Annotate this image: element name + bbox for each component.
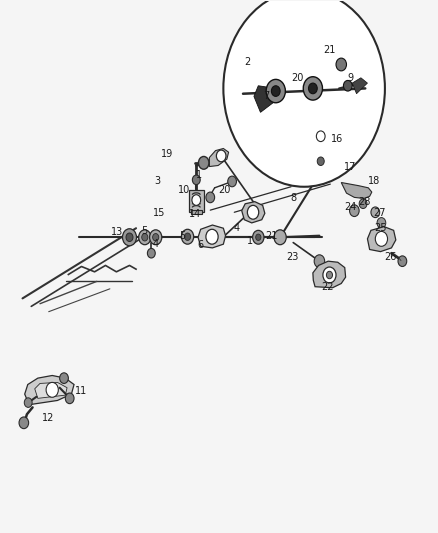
Text: 10: 10: [178, 185, 190, 196]
Circle shape: [184, 233, 191, 240]
Text: 12: 12: [42, 413, 54, 423]
Text: 28: 28: [358, 197, 370, 207]
Circle shape: [308, 83, 317, 94]
Circle shape: [24, 398, 32, 407]
Text: 6: 6: [198, 240, 204, 250]
Circle shape: [19, 417, 28, 429]
Text: 14: 14: [189, 209, 201, 220]
Text: 25: 25: [374, 223, 387, 233]
Circle shape: [228, 176, 237, 187]
Text: 1: 1: [247, 236, 253, 246]
Text: 15: 15: [152, 208, 165, 219]
Circle shape: [65, 393, 74, 403]
Text: 11: 11: [74, 386, 87, 397]
Polygon shape: [313, 261, 346, 288]
Text: 21: 21: [265, 231, 278, 241]
Circle shape: [313, 152, 328, 171]
Polygon shape: [341, 182, 372, 198]
Circle shape: [216, 150, 226, 162]
Text: 8: 8: [290, 193, 296, 204]
Text: 5: 5: [141, 226, 148, 236]
Circle shape: [150, 230, 162, 245]
Text: 9: 9: [347, 73, 353, 83]
Polygon shape: [352, 78, 367, 94]
Circle shape: [303, 77, 322, 100]
Circle shape: [377, 217, 386, 228]
Circle shape: [272, 86, 280, 96]
Circle shape: [274, 230, 286, 245]
Text: 7: 7: [263, 91, 269, 101]
Text: 20: 20: [291, 73, 304, 83]
Text: 4: 4: [233, 223, 240, 233]
Text: 16: 16: [331, 134, 343, 144]
Polygon shape: [191, 210, 202, 214]
Text: 21: 21: [323, 45, 335, 54]
Circle shape: [126, 233, 133, 241]
Circle shape: [139, 230, 151, 245]
Polygon shape: [242, 201, 265, 223]
Circle shape: [359, 199, 367, 208]
Text: 23: 23: [286, 252, 299, 262]
Text: 5: 5: [179, 231, 185, 241]
Circle shape: [350, 205, 359, 216]
Circle shape: [206, 192, 215, 203]
Circle shape: [398, 256, 407, 266]
Text: 18: 18: [368, 176, 380, 187]
Circle shape: [198, 157, 209, 169]
Text: 13: 13: [111, 227, 124, 237]
Circle shape: [123, 229, 137, 246]
Circle shape: [323, 267, 336, 283]
Text: 4: 4: [152, 239, 159, 249]
Circle shape: [371, 207, 380, 217]
Circle shape: [256, 234, 261, 240]
Circle shape: [314, 255, 325, 268]
Circle shape: [181, 229, 194, 244]
Circle shape: [375, 231, 388, 246]
Circle shape: [192, 175, 200, 184]
Circle shape: [46, 382, 58, 397]
Text: 2: 2: [244, 57, 251, 67]
Circle shape: [192, 195, 201, 205]
Text: 22: 22: [321, 282, 333, 292]
Circle shape: [326, 271, 332, 279]
Circle shape: [148, 248, 155, 258]
Text: 26: 26: [384, 252, 396, 262]
Polygon shape: [189, 190, 204, 212]
Circle shape: [266, 79, 286, 103]
Circle shape: [247, 205, 259, 219]
Circle shape: [316, 131, 325, 142]
Text: 24: 24: [345, 202, 357, 212]
Circle shape: [142, 233, 148, 241]
Text: 20: 20: [218, 185, 230, 196]
Text: 1: 1: [196, 170, 202, 180]
Circle shape: [317, 157, 324, 165]
Polygon shape: [35, 382, 67, 398]
Polygon shape: [367, 227, 396, 252]
Text: 19: 19: [161, 149, 173, 159]
Text: 17: 17: [344, 161, 356, 172]
Text: 27: 27: [374, 208, 386, 219]
Circle shape: [60, 373, 68, 383]
Polygon shape: [209, 149, 229, 166]
Text: 3: 3: [155, 176, 161, 187]
Circle shape: [206, 229, 218, 244]
Circle shape: [253, 230, 264, 244]
Polygon shape: [254, 86, 278, 112]
Circle shape: [336, 58, 346, 71]
Polygon shape: [312, 130, 327, 143]
Circle shape: [343, 80, 352, 91]
Polygon shape: [25, 375, 74, 405]
Polygon shape: [198, 225, 226, 248]
Circle shape: [223, 0, 385, 187]
Circle shape: [152, 233, 159, 241]
